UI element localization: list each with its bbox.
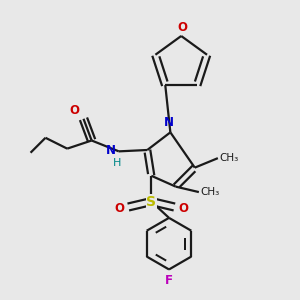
Text: S: S	[146, 195, 156, 208]
Text: H: H	[113, 158, 122, 168]
Text: N: N	[106, 144, 116, 157]
Text: O: O	[178, 202, 188, 215]
Text: O: O	[178, 21, 188, 34]
Text: N: N	[164, 116, 174, 129]
Text: O: O	[69, 104, 80, 117]
Text: O: O	[114, 202, 124, 215]
Text: CH₃: CH₃	[200, 187, 220, 197]
Text: F: F	[165, 274, 173, 287]
Text: CH₃: CH₃	[219, 153, 238, 163]
